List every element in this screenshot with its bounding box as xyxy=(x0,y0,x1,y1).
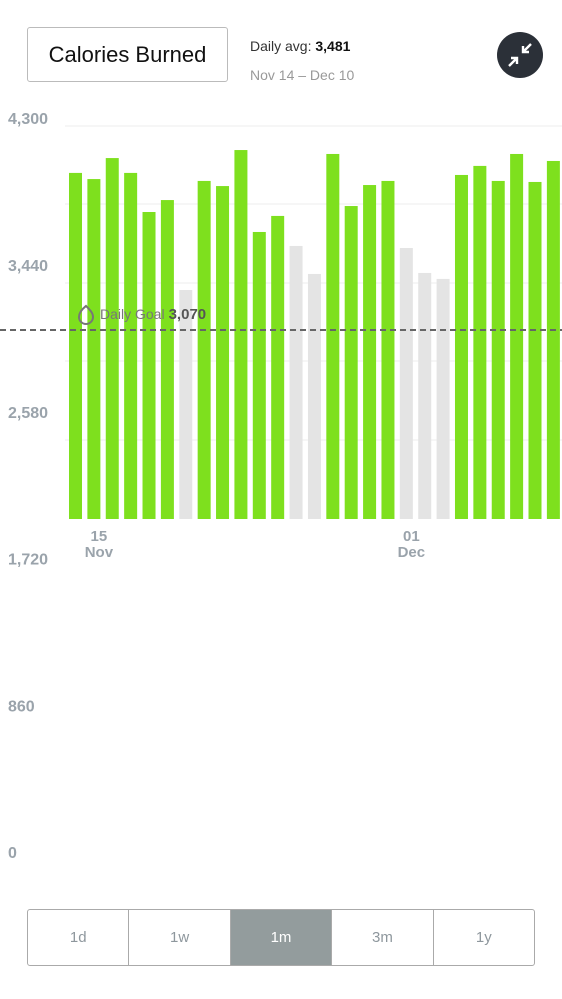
bar xyxy=(491,180,505,519)
bar xyxy=(271,215,285,519)
y-tick-label: 860 xyxy=(8,698,35,715)
bar xyxy=(197,180,211,519)
bar xyxy=(473,165,487,519)
bar xyxy=(436,278,450,519)
bar xyxy=(160,200,174,519)
avg-label: Daily avg: xyxy=(250,38,312,54)
date-range: Nov 14 – Dec 10 xyxy=(250,67,355,83)
range-tab[interactable]: 1w xyxy=(128,910,229,965)
range-tabs: 1d 1w 1m 3m 1y xyxy=(27,909,535,966)
bar xyxy=(69,172,82,519)
bar xyxy=(142,212,156,519)
bar xyxy=(87,179,101,519)
bar xyxy=(546,160,560,519)
collapse-button[interactable] xyxy=(497,32,543,78)
y-tick-label: 3,440 xyxy=(8,258,48,275)
bar xyxy=(124,172,138,519)
bar xyxy=(399,248,413,519)
bar xyxy=(454,174,468,519)
bar xyxy=(528,181,542,519)
avg-value: 3,481 xyxy=(315,38,351,54)
bar xyxy=(216,186,230,519)
goal-icon xyxy=(77,304,95,325)
bar xyxy=(105,158,119,519)
y-tick-label: 2,580 xyxy=(8,405,48,422)
range-tab[interactable]: 3m xyxy=(331,910,432,965)
bar xyxy=(344,206,358,519)
x-tick-label: 15 Nov xyxy=(84,528,114,561)
range-tab[interactable]: 1d xyxy=(69,929,87,946)
bar xyxy=(252,231,266,519)
daily-avg: Daily avg: 3,481 xyxy=(250,38,350,54)
bar xyxy=(381,180,395,519)
bar xyxy=(307,273,321,519)
bar xyxy=(418,272,432,519)
bar xyxy=(289,245,303,519)
y-tick-label: 1,720 xyxy=(8,552,48,569)
chart: 4,300 3,440 2,580 1,720 860 0 Daily Goal 3,070 xyxy=(0,32,562,862)
bar xyxy=(510,153,524,519)
range-tab[interactable]: 1y xyxy=(432,910,534,965)
bar xyxy=(234,150,248,519)
bar xyxy=(179,290,193,519)
y-tick-label: 0 xyxy=(8,845,17,862)
bar xyxy=(326,153,340,519)
y-tick-label: 4,300 xyxy=(8,111,48,128)
x-tick-label: 01 Dec xyxy=(397,528,426,561)
bar xyxy=(363,185,377,519)
range-tab[interactable]: 1m xyxy=(229,910,332,965)
goal-label: Daily Goal 3,070 xyxy=(100,306,206,323)
title: Calories Burned xyxy=(27,27,228,82)
goal-value: 3,070 xyxy=(169,306,207,323)
goal-label-text: Daily Goal xyxy=(100,306,165,322)
